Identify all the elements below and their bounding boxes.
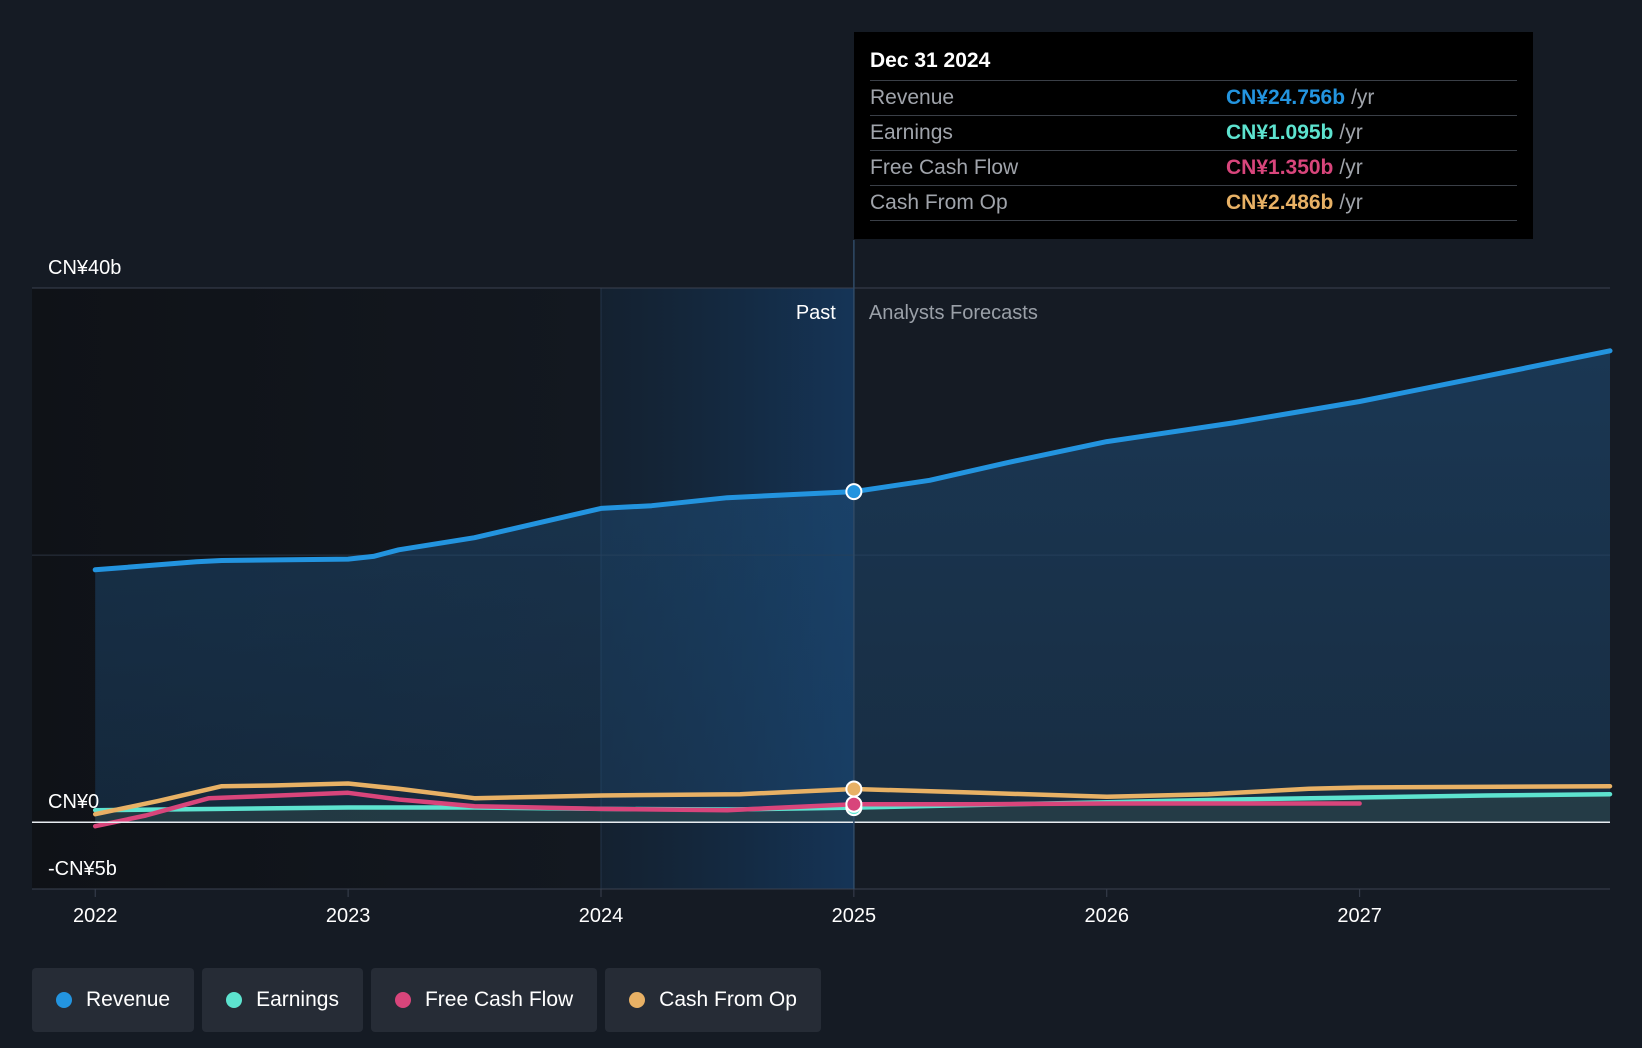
legend-label: Earnings [256,988,339,1011]
chart-series [92,348,1613,829]
tooltip-row-cash-from-op: Cash From Op CN¥2.486b /yr [870,186,1517,221]
y-tick-label: -CN¥5b [48,858,117,880]
series-area-revenue [95,350,1611,823]
legend-item-free-cash-flow[interactable]: Free Cash Flow [370,968,598,1032]
tooltip-row-label: Cash From Op [870,191,1008,214]
legend-item-revenue[interactable]: Revenue [32,968,195,1032]
chart-markers [845,483,863,817]
marker-free-cash-flow [845,795,863,813]
tooltip-row-free-cash-flow: Free Cash Flow CN¥1.350b /yr [870,151,1517,186]
tooltip-row-unit: /yr [1351,86,1375,109]
x-tick-label: 2024 [579,905,624,927]
legend-item-cash-from-op[interactable]: Cash From Op [605,968,821,1032]
y-tick-label: CN¥40b [48,257,121,279]
tooltip-row-value: CN¥24.756b [1226,86,1346,109]
tooltip-row-value: CN¥1.350b [1226,156,1334,179]
tooltip-row-unit: /yr [1339,121,1363,144]
tooltip-row-revenue: Revenue CN¥24.756b /yr [870,81,1517,116]
tooltip: Dec 31 2024 Revenue CN¥24.756b /yr Earni… [854,32,1533,239]
legend-dot-icon [629,992,646,1008]
chart-axes: CN¥40b CN¥0 -CN¥5b 2022 2023 2024 2025 2026 2027… [32,240,1610,927]
marker-cash-from-op [845,780,863,798]
tooltip-row-label: Earnings [870,121,953,144]
legend-label: Free Cash Flow [424,988,574,1011]
past-label: Past [796,302,836,324]
x-tick-label: 2025 [832,905,877,927]
x-tick-label: 2022 [73,905,118,927]
tooltip-row-value: CN¥2.486b [1226,191,1334,214]
tooltip-date: Dec 31 2024 [870,46,1517,81]
legend-item-earnings[interactable]: Earnings [202,968,363,1032]
tooltip-row-unit: /yr [1339,191,1363,214]
tooltip-row-value: CN¥1.095b [1226,121,1334,144]
tooltip-row-label: Revenue [870,86,955,109]
x-tick-label: 2026 [1085,905,1130,927]
tooltip-row-label: Free Cash Flow [870,156,1019,179]
legend-dot-icon [226,992,243,1008]
legend-dot-icon [394,992,411,1008]
x-tick-label: 2027 [1337,905,1382,927]
y-tick-label: CN¥0 [48,791,99,813]
legend-label: Cash From Op [659,988,797,1011]
tooltip-row-unit: /yr [1339,156,1363,179]
legend-label: Revenue [86,988,171,1011]
series-line-cash-from-op [92,781,1613,817]
x-tick-label: 2023 [326,905,371,927]
tooltip-row-earnings: Earnings CN¥1.095b /yr [870,116,1517,151]
forecast-label: Analysts Forecasts [869,302,1038,324]
legend-dot-icon [56,992,72,1008]
marker-revenue [845,483,863,501]
series-line-free-cash-flow [92,790,1362,829]
series-line-revenue [92,348,1613,573]
legend: Revenue Earnings Free Cash Flow Cash Fro… [32,968,821,1032]
